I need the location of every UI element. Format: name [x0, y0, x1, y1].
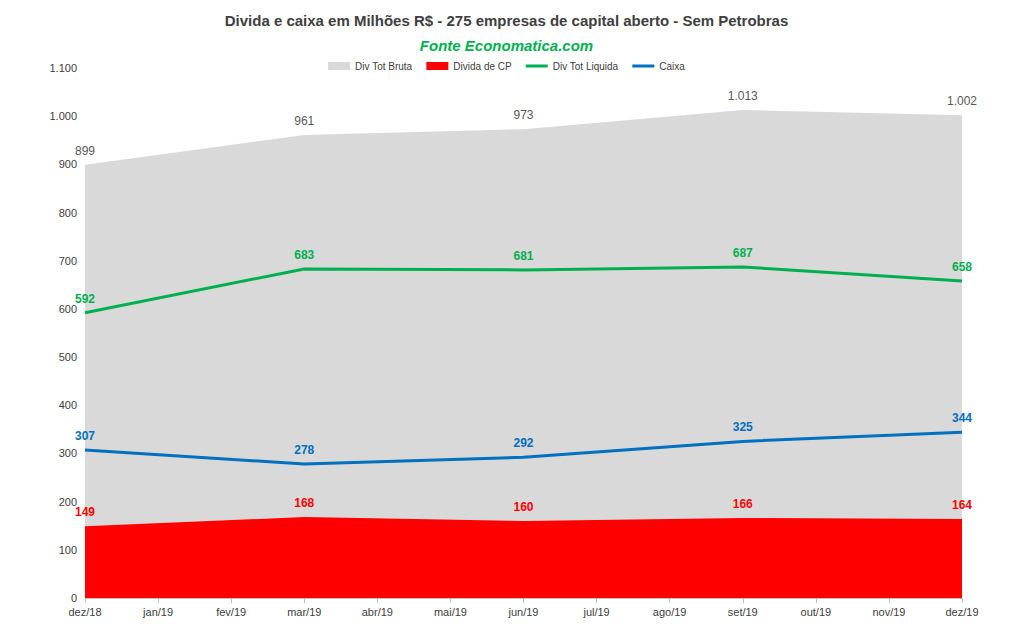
- svg-text:1.013: 1.013: [728, 89, 758, 103]
- svg-text:600: 600: [58, 302, 77, 315]
- svg-text:jul/19: jul/19: [582, 606, 609, 618]
- svg-text:687: 687: [733, 246, 753, 260]
- svg-text:jun/19: jun/19: [508, 606, 539, 618]
- svg-text:dez/18: dez/18: [68, 606, 101, 618]
- svg-text:166: 166: [733, 497, 753, 511]
- svg-text:344: 344: [952, 411, 972, 425]
- svg-text:mar/19: mar/19: [287, 606, 321, 618]
- svg-text:Caixa: Caixa: [659, 61, 685, 72]
- svg-text:500: 500: [59, 351, 77, 363]
- svg-text:100: 100: [59, 544, 77, 556]
- svg-text:700: 700: [59, 255, 77, 267]
- svg-text:Divida e caixa em Milhões R$ -: Divida e caixa em Milhões R$ - 275 empre…: [225, 12, 789, 29]
- svg-text:592: 592: [75, 292, 95, 306]
- svg-text:325: 325: [733, 420, 753, 434]
- svg-text:307: 307: [75, 429, 95, 443]
- svg-text:400: 400: [59, 399, 77, 411]
- svg-text:1.100: 1.100: [49, 62, 77, 74]
- svg-text:Fonte Economatica.com: Fonte Economatica.com: [420, 37, 593, 54]
- svg-text:164: 164: [952, 498, 972, 512]
- svg-text:300: 300: [59, 447, 77, 459]
- svg-text:149: 149: [75, 505, 95, 519]
- svg-text:292: 292: [513, 436, 533, 450]
- svg-text:jan/19: jan/19: [142, 606, 173, 618]
- svg-text:Divida de CP: Divida de CP: [453, 61, 512, 72]
- svg-text:set/19: set/19: [728, 606, 758, 618]
- svg-text:fev/19: fev/19: [216, 606, 246, 618]
- svg-text:1.002: 1.002: [947, 94, 977, 108]
- svg-text:961: 961: [294, 114, 314, 128]
- svg-text:683: 683: [294, 248, 314, 262]
- svg-text:658: 658: [952, 260, 972, 274]
- svg-text:278: 278: [294, 443, 314, 457]
- svg-text:Div Tot Liquida: Div Tot Liquida: [553, 61, 619, 72]
- svg-text:out/19: out/19: [801, 606, 832, 618]
- svg-text:160: 160: [513, 500, 533, 514]
- svg-text:abr/19: abr/19: [362, 606, 393, 618]
- svg-text:1.000: 1.000: [49, 110, 77, 122]
- svg-text:168: 168: [294, 496, 314, 510]
- svg-text:ago/19: ago/19: [653, 606, 687, 618]
- svg-text:681: 681: [513, 249, 533, 263]
- svg-text:Div Tot Bruta: Div Tot Bruta: [355, 61, 412, 72]
- svg-text:0: 0: [71, 592, 77, 604]
- svg-text:900: 900: [59, 158, 77, 170]
- svg-text:800: 800: [59, 207, 77, 219]
- svg-text:200: 200: [58, 495, 77, 508]
- svg-text:dez/19: dez/19: [945, 606, 978, 618]
- svg-text:nov/19: nov/19: [872, 606, 905, 618]
- svg-text:mai/19: mai/19: [434, 606, 467, 618]
- svg-text:973: 973: [513, 108, 533, 122]
- svg-text:899: 899: [75, 144, 95, 158]
